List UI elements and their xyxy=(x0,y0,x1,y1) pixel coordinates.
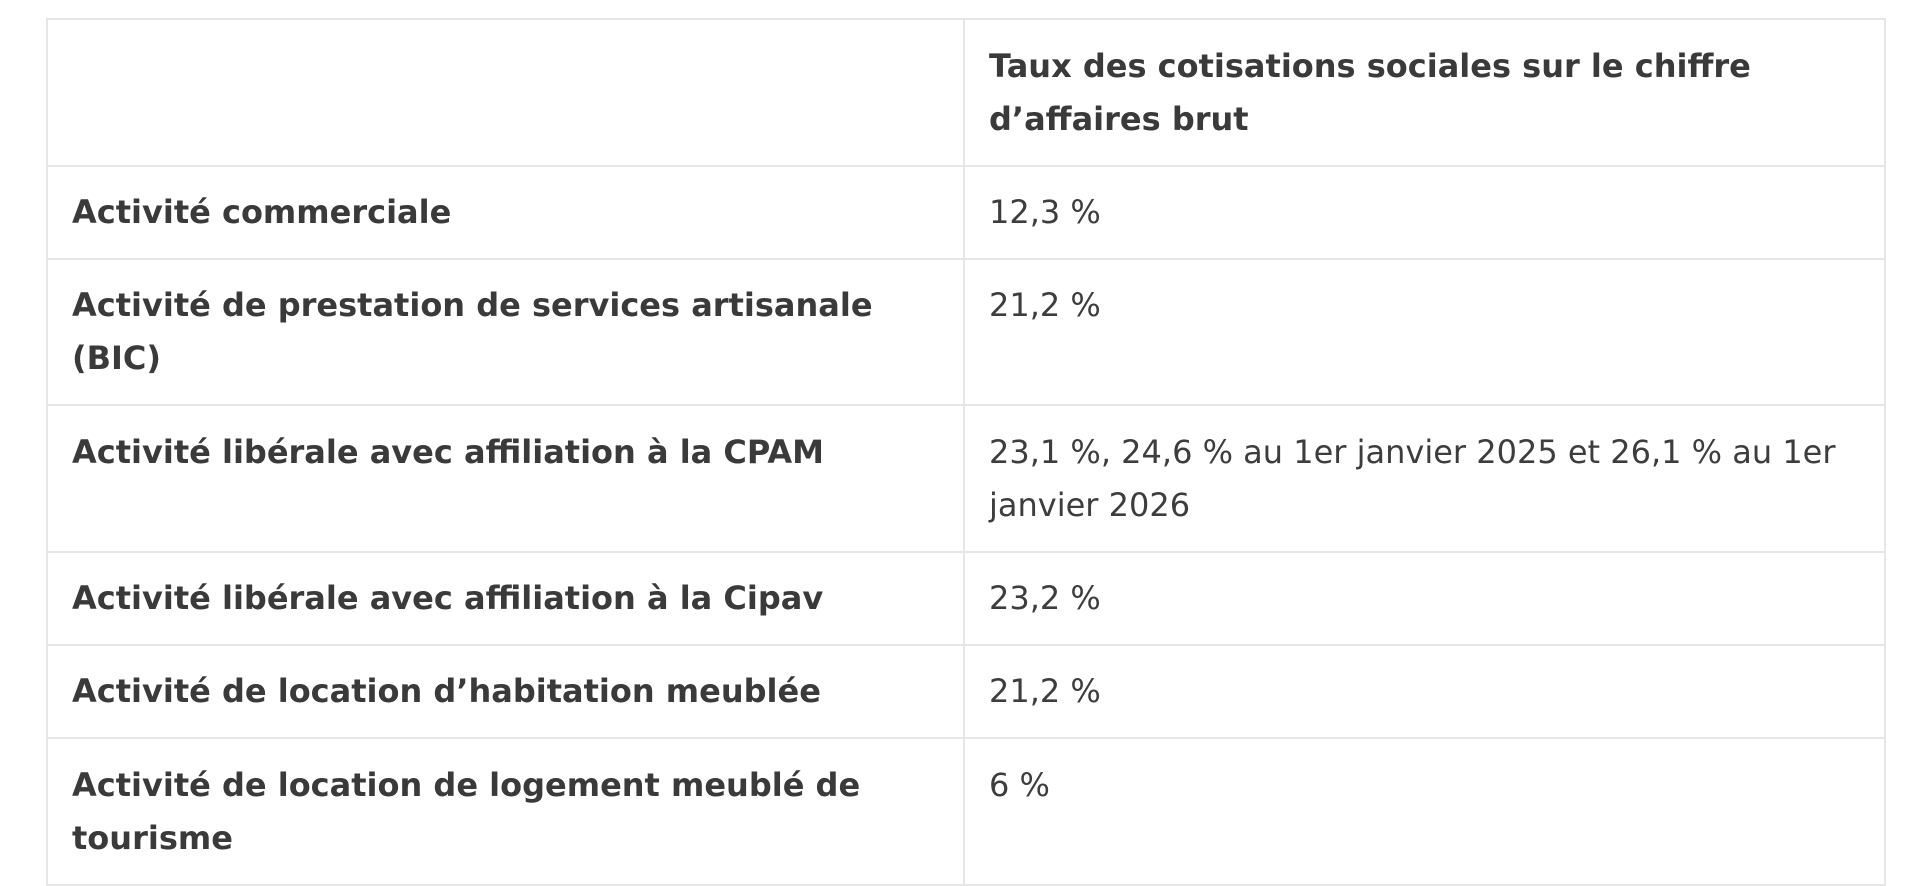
rate-cell: 6 % xyxy=(963,737,1886,886)
table-row: Activité libérale avec affiliation à la … xyxy=(46,551,1886,646)
rate-cell: 21,2 % xyxy=(963,258,1886,406)
contribution-rates-table: Taux des cotisations sociales sur le chi… xyxy=(46,18,1886,886)
rate-cell: 21,2 % xyxy=(963,644,1886,739)
rate-cell: 23,1 %, 24,6 % au 1er janvier 2025 et 26… xyxy=(963,404,1886,553)
table-header-row: Taux des cotisations sociales sur le chi… xyxy=(46,18,1886,167)
activity-cell: Activité libérale avec affiliation à la … xyxy=(46,551,965,646)
activity-cell: Activité commerciale xyxy=(46,165,965,260)
table-row: Activité de location de logement meublé … xyxy=(46,737,1886,886)
activity-cell: Activité de location d’habitation meublé… xyxy=(46,644,965,739)
activity-cell: Activité de location de logement meublé … xyxy=(46,737,965,886)
activity-cell: Activité libérale avec affiliation à la … xyxy=(46,404,965,553)
header-rate-cell: Taux des cotisations sociales sur le chi… xyxy=(963,18,1886,167)
header-corner-cell xyxy=(46,18,965,167)
table-row: Activité de location d’habitation meublé… xyxy=(46,644,1886,739)
table-row: Activité libérale avec affiliation à la … xyxy=(46,404,1886,553)
rate-cell: 12,3 % xyxy=(963,165,1886,260)
table-row: Activité de prestation de services artis… xyxy=(46,258,1886,406)
rate-cell: 23,2 % xyxy=(963,551,1886,646)
activity-cell: Activité de prestation de services artis… xyxy=(46,258,965,406)
table-row: Activité commerciale 12,3 % xyxy=(46,165,1886,260)
